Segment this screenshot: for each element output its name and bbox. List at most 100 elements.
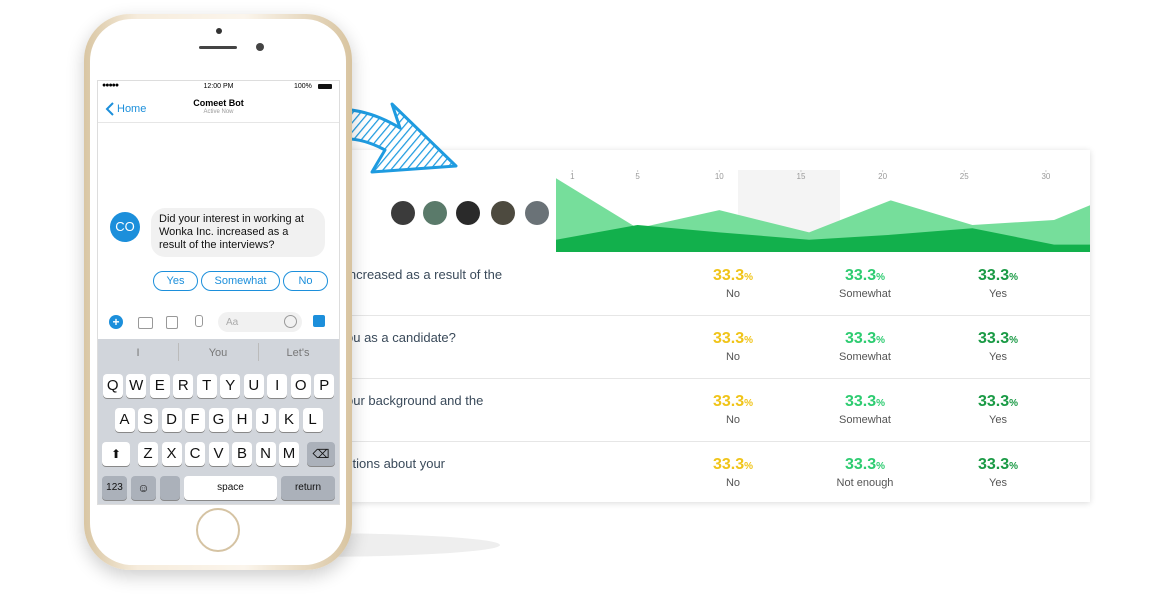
key[interactable]: H [232,408,252,432]
answer-label: Somewhat [839,351,891,363]
plus-button[interactable]: + [109,315,123,329]
x-tick-label: 25 [960,172,969,181]
result: 33.3% Yes [943,456,1053,489]
key[interactable]: B [232,442,252,466]
result: 33.3% No [678,330,788,363]
unit: % [1009,335,1019,346]
row-divider [338,441,1090,442]
key[interactable]: Y [220,374,241,398]
camera [256,43,264,51]
chat-title: Comeet Bot [193,98,244,108]
result: 33.3% Somewhat [810,393,920,426]
key[interactable]: F [185,408,205,432]
unit: % [876,461,886,472]
percent: 33.3 [712,456,745,473]
result-value: 33.3% [810,330,920,348]
message-bubble: Did your interest in working at Wonka In… [151,208,325,257]
back-link[interactable]: Home [117,103,147,115]
key[interactable]: Q [102,374,123,398]
quick-reply[interactable]: Yes [153,271,198,291]
x-tick-label: 20 [878,172,887,181]
quick-reply[interactable]: Somewhat [201,271,280,291]
key[interactable]: O [290,374,311,398]
key[interactable]: U [243,374,264,398]
key[interactable]: D [161,408,182,432]
photo-button[interactable] [166,316,178,329]
answer-label: Yes [989,288,1007,300]
unit: % [876,398,886,409]
return-key[interactable]: return [281,476,335,500]
row-divider [338,315,1090,316]
result: 33.3% No [678,456,788,489]
result: 33.3% Yes [943,393,1053,426]
answer-label: Yes [989,351,1007,363]
numbers-key[interactable]: 123 [102,476,127,500]
results-card: 1 5 10 15 20 25 30 increased as a result of th… [338,150,1090,502]
camera-button[interactable] [138,317,153,329]
key[interactable]: Z [138,442,158,466]
phone-screen: ●●●●● 12:00 PM 100% Home Comeet Bot Acti… [97,80,340,505]
answer-label: Not enough [836,477,894,489]
key[interactable]: S [138,408,158,432]
like-button[interactable] [313,315,325,327]
question-text: ou as a candidate? [346,330,456,345]
divider [258,343,259,361]
result: 33.3% Somewhat [810,267,920,300]
suggestion[interactable]: You [208,347,228,359]
shift-key[interactable]: ⬆ [102,442,130,466]
key[interactable]: C [185,442,205,466]
unit: % [744,272,754,283]
result-value: 33.3% [678,330,788,348]
avatar [491,201,515,225]
key[interactable]: I [267,374,288,398]
key[interactable]: M [279,442,299,466]
emoji-key[interactable]: ☺ [131,476,156,500]
chat-subtitle: Active Now [203,109,234,115]
key[interactable]: L [302,408,323,432]
key[interactable]: E [149,374,170,398]
result-value: 33.3% [810,456,920,474]
answer-label: Somewhat [839,288,891,300]
key[interactable]: J [255,408,276,432]
key[interactable]: V [208,442,229,466]
result-value: 33.3% [943,393,1053,411]
unit: % [876,272,886,283]
mic-button[interactable] [195,315,203,327]
key[interactable]: G [208,408,229,432]
emoji-button[interactable] [284,315,297,328]
quick-reply[interactable]: No [283,271,328,291]
key[interactable]: W [126,374,147,398]
mic-key[interactable] [160,476,180,500]
back-icon[interactable] [105,102,115,116]
question-text: increased as a result of the [346,267,503,282]
x-tick-label: 30 [1041,172,1050,181]
backspace-key[interactable]: ⌫ [307,442,335,466]
divider [98,122,339,123]
suggestion[interactable]: I [136,347,140,359]
result: 33.3% Yes [943,330,1053,363]
key[interactable]: X [161,442,182,466]
key[interactable]: P [314,374,335,398]
result-value: 33.3% [943,330,1053,348]
key[interactable]: A [114,408,135,432]
home-button[interactable] [196,508,240,552]
result-value: 33.3% [943,267,1053,285]
x-tick-label: 10 [715,172,724,181]
question-rows: increased as a result of the 33.3% No 33.3%… [338,252,1090,502]
avatar [391,201,415,225]
result: 33.3% Yes [943,267,1053,300]
percent: 33.3 [712,330,745,347]
percent: 33.3 [844,267,877,284]
space-key[interactable]: space [184,476,277,500]
percent: 33.3 [844,456,877,473]
result-value: 33.3% [678,456,788,474]
unit: % [1009,272,1019,283]
result: 33.3% Somewhat [810,330,920,363]
key[interactable]: R [173,374,194,398]
key[interactable]: K [279,408,299,432]
answer-label: Somewhat [839,414,891,426]
key[interactable]: N [255,442,276,466]
message-input[interactable] [218,312,302,332]
suggestion[interactable]: Let's [286,347,310,359]
key[interactable]: T [196,374,217,398]
